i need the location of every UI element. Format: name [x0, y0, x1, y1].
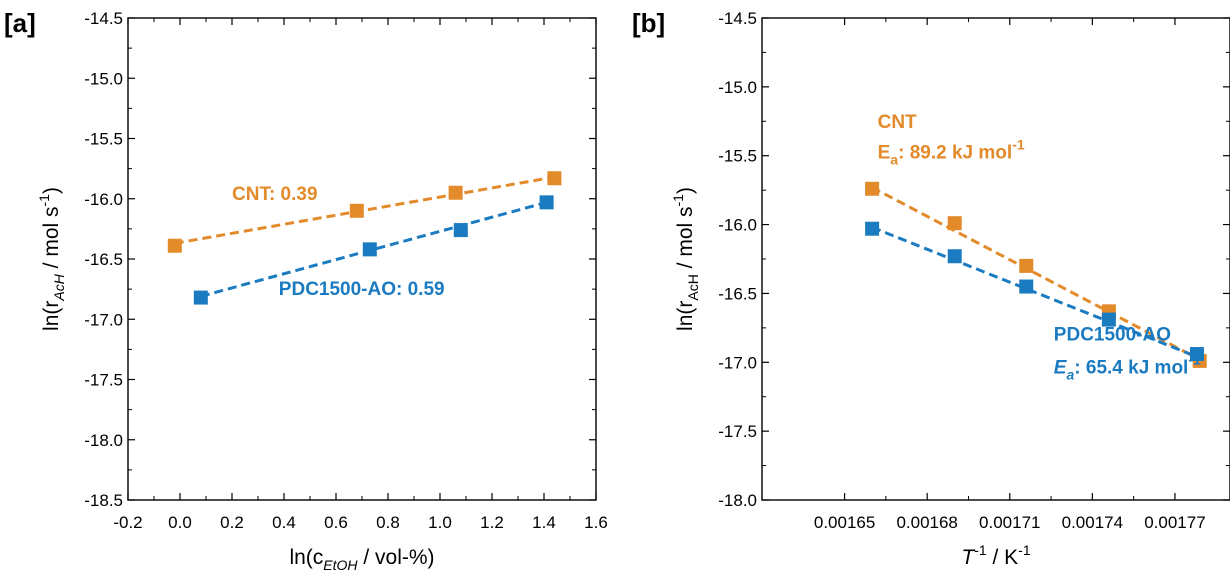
y-tick-label: -17.5: [718, 422, 757, 441]
data-point-orange: [547, 171, 562, 186]
y-axis-title: ln(rAcH / mol s-1): [670, 187, 701, 331]
y-tick-label: -17.5: [84, 371, 123, 390]
y-tick-label: -14.5: [84, 9, 123, 28]
y-tick-label: -18.0: [84, 431, 123, 450]
plot-frame: [127, 17, 597, 501]
annotation-blue: PDC1500-AO: [1054, 324, 1171, 345]
x-axis-title: T-1 / K-1: [961, 542, 1030, 569]
x-tick-label: 0.0: [168, 513, 192, 532]
x-tick-label: -0.2: [113, 513, 142, 532]
y-tick-label: -16.5: [718, 284, 757, 303]
x-tick-label: 0.00171: [979, 513, 1040, 532]
y-tick-label: -17.0: [718, 353, 757, 372]
y-axis-title: ln(rAcH / mol s-1): [36, 187, 67, 331]
data-point-blue: [947, 249, 962, 264]
x-tick-label: 0.8: [376, 513, 400, 532]
chart-panel-a: -0.2 0.0 0.2 0.4 0.6 0.8 1.0 1.2 1.4 1.6 -18.5 -18.…: [36, 9, 608, 573]
x-axis-title: ln(cEtOH / vol-%): [289, 546, 434, 573]
data-point-blue: [193, 290, 208, 305]
y-tick-label: -15.5: [718, 147, 757, 166]
data-point-blue: [362, 242, 377, 257]
data-point-blue: [1101, 312, 1116, 327]
x-tick-label: 0.00168: [896, 513, 957, 532]
panel-b-label: [b]: [632, 8, 665, 38]
fit-line-orange: [174, 175, 555, 245]
data-point-orange: [349, 203, 364, 218]
data-point-orange: [1019, 258, 1034, 273]
x-tick-label: 0.4: [272, 513, 296, 532]
data-point-orange: [167, 238, 182, 253]
data-point-blue: [539, 195, 554, 210]
fit-line-blue: [871, 225, 1198, 359]
data-point-orange: [448, 185, 463, 200]
x-tick-label: 0.00177: [1144, 513, 1205, 532]
fit-line-orange: [871, 186, 1198, 360]
y-tick-label: -15.0: [84, 69, 123, 88]
x-tick-label: 0.00165: [814, 513, 875, 532]
annotation-orange: CNT: 0.39: [232, 184, 318, 205]
data-point-orange: [865, 181, 880, 196]
data-point-blue: [865, 221, 880, 236]
x-tick-label: 1.0: [428, 513, 452, 532]
fit-line-blue: [200, 200, 547, 298]
data-point-blue: [1019, 279, 1034, 294]
data-point-blue: [1189, 347, 1204, 362]
y-tick-label: -16.0: [84, 190, 123, 209]
annotation-blue: PDC1500-AO: 0.59: [279, 279, 445, 300]
annotation-orange: CNT: [878, 112, 917, 133]
x-tick-label: 1.6: [584, 513, 608, 532]
data-point-blue: [453, 223, 468, 238]
y-tick-label: -15.5: [84, 130, 123, 149]
x-tick-label: 1.2: [480, 513, 504, 532]
y-tick-label: -17.0: [84, 310, 123, 329]
panel-a-label: [a]: [4, 8, 36, 38]
x-tick-label: 1.4: [532, 513, 556, 532]
annotation-blue: Ea: 65.4 kJ mol-1: [1054, 351, 1201, 382]
y-tick-label: -18.0: [718, 491, 757, 510]
x-tick-label: 0.2: [220, 513, 244, 532]
y-tick-label: -16.5: [84, 250, 123, 269]
y-tick-label: -18.5: [84, 491, 123, 510]
x-tick-label: 0.00174: [1062, 513, 1123, 532]
plot-frame: [761, 17, 1230, 501]
data-point-orange: [947, 216, 962, 231]
y-tick-label: -15.0: [718, 78, 757, 97]
y-tick-label: -14.5: [718, 9, 757, 28]
x-tick-label: 0.6: [324, 513, 348, 532]
y-tick-label: -16.0: [718, 216, 757, 235]
chart-panel-b: 0.00165 0.00168 0.00171 0.00174 0.00177 -18.0…: [670, 9, 1230, 569]
annotation-orange: Ea: 89.2 kJ mol-1: [878, 136, 1025, 167]
